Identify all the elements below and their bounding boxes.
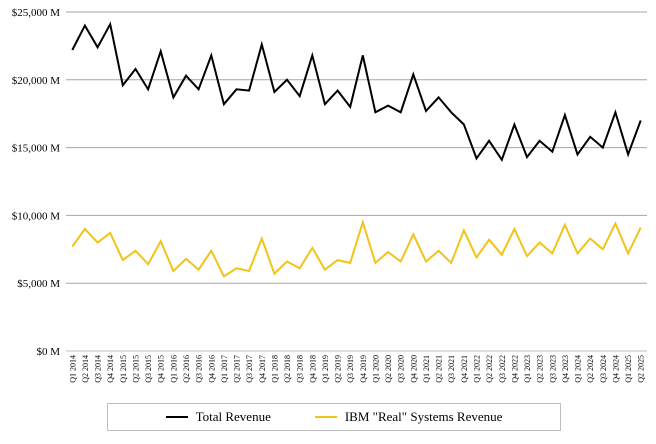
y-tick-label: $20,000 M [12,75,61,87]
x-tick-label: Q2 2023 [536,355,545,383]
x-tick-label: Q4 2017 [258,355,267,383]
x-tick-label: Q4 2018 [308,355,317,383]
x-tick-label: Q1 2021 [422,355,431,383]
x-tick-label: Q3 2024 [599,355,608,383]
x-tick-label: Q4 2024 [611,355,620,383]
x-tick-label: Q1 2014 [68,355,77,383]
series-line-systems-revenue [71,218,642,278]
x-tick-label: Q2 2021 [435,355,444,383]
x-tick-label: Q3 2020 [397,355,406,383]
x-tick-label: Q2 2015 [131,355,140,383]
x-tick-label: Q2 2014 [81,355,90,383]
x-tick-label: Q2 2024 [586,355,595,383]
y-tick-label: $5,000 M [17,278,60,290]
y-tick-label: $10,000 M [12,210,61,222]
x-tick-label: Q4 2015 [157,355,166,383]
x-tick-label: Q1 2020 [371,355,380,383]
x-tick-label: Q2 2025 [637,355,646,383]
x-tick-label: Q2 2022 [485,355,494,383]
x-tick-label: Q4 2014 [106,355,115,383]
x-tick-label: Q4 2022 [510,355,519,383]
x-tick-label: Q2 2016 [182,355,191,383]
legend-item-systems-revenue: IBM "Real" Systems Revenue [314,409,503,425]
x-tick-label: Q3 2021 [447,355,456,383]
x-tick-label: Q3 2022 [498,355,507,383]
x-tick-label: Q4 2016 [207,355,216,383]
x-tick-label: Q1 2016 [169,355,178,383]
gridlines [66,11,647,284]
x-tick-label: Q2 2020 [384,355,393,383]
y-tick-label: $25,000 M [12,7,61,19]
x-tick-label: Q4 2020 [409,355,418,383]
y-tick-label: $0 M [36,346,60,358]
x-tick-label: Q1 2024 [574,355,583,383]
legend-label-total-revenue: Total Revenue [195,409,271,424]
x-tick-label: Q1 2022 [472,355,481,383]
x-tick-label: Q1 2023 [523,355,532,383]
x-tick-label: Q3 2014 [94,355,103,383]
x-tick-label: Q3 2015 [144,355,153,383]
x-tick-label: Q3 2019 [346,355,355,383]
y-tick-label: $15,000 M [12,143,61,155]
legend: Total Revenue IBM "Real" Systems Revenue [107,403,561,431]
x-tick-label: Q1 2018 [270,355,279,383]
x-tick-label: Q3 2018 [296,355,305,383]
x-tick-label: Q1 2019 [321,355,330,383]
x-tick-label: Q3 2016 [195,355,204,383]
x-tick-label: Q1 2017 [220,355,229,383]
series-line-total-revenue [71,21,642,163]
legend-label-systems-revenue: IBM "Real" Systems Revenue [344,409,503,424]
legend-item-total-revenue: Total Revenue [165,409,271,425]
x-tick-label: Q1 2015 [119,355,128,383]
x-tick-label: Q4 2021 [460,355,469,383]
x-axis-tick-labels: Q1 2014 Q2 2014 Q3 2014 Q4 2014 Q1 2015 Q2 20… [68,355,645,383]
x-tick-label: Q2 2017 [233,355,242,383]
x-tick-label: Q4 2019 [359,355,368,383]
x-tick-label: Q3 2017 [245,355,254,383]
x-tick-label: Q2 2019 [334,355,343,383]
y-axis-tick-labels: $0 M $5,000 M $10,000 M $15,000 M $20,000 M $… [12,7,61,358]
series-lines [71,21,642,278]
x-tick-label: Q4 2023 [561,355,570,383]
legend-swatch-total-revenue [165,416,188,418]
legend-swatch-systems-revenue [314,416,337,418]
x-tick-label: Q1 2025 [624,355,633,383]
x-tick-label: Q2 2018 [283,355,292,383]
x-tick-label: Q3 2023 [548,355,557,383]
